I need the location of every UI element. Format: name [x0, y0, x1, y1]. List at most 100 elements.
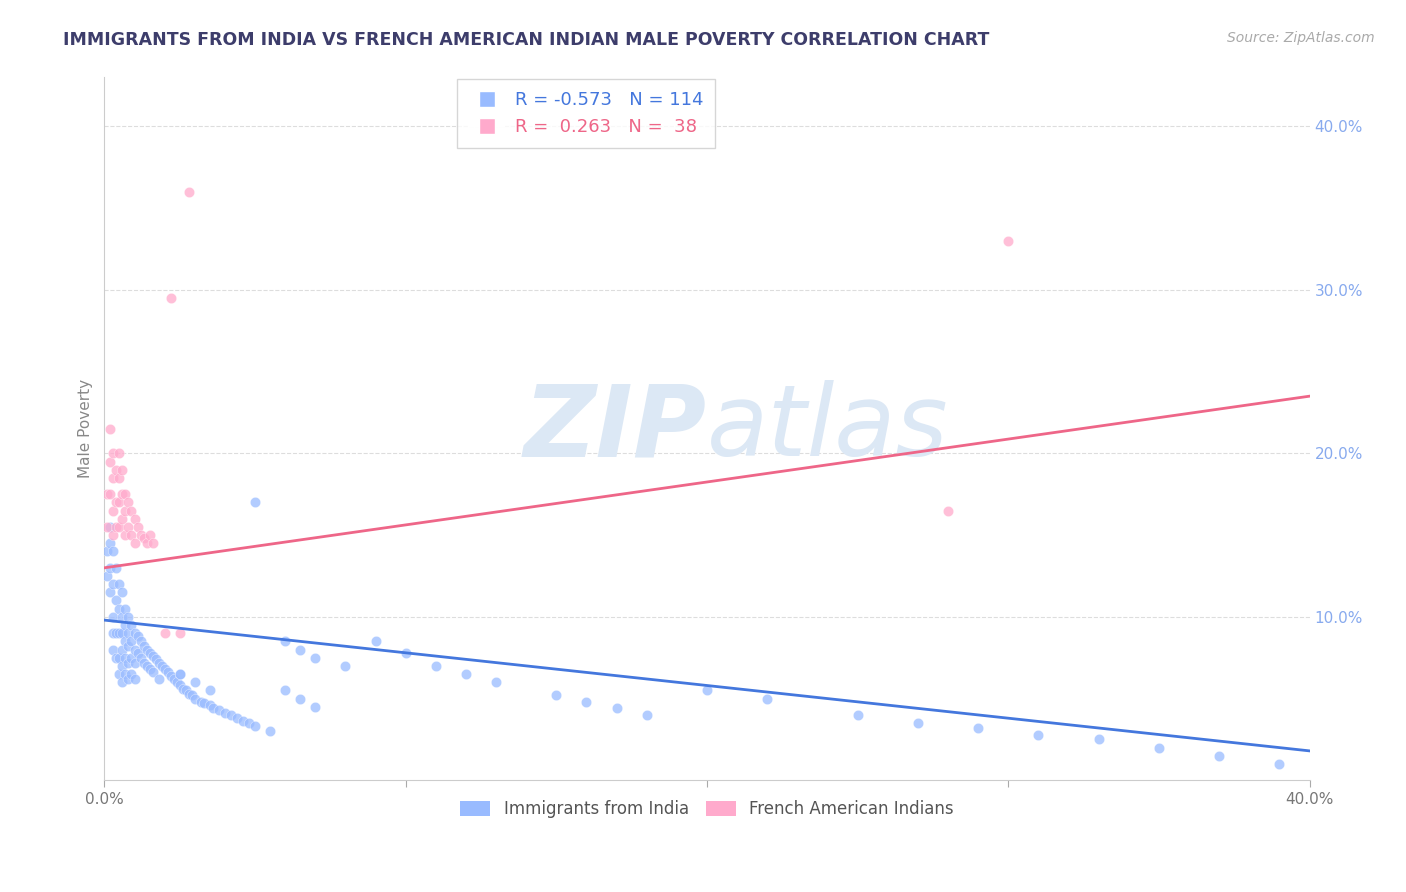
Point [114, 667, 136, 681]
Point [100, 520, 122, 534]
Point [198, 683, 221, 698]
Point [103, 544, 125, 558]
Point [169, 678, 191, 692]
Point [114, 528, 136, 542]
Point [232, 714, 254, 729]
Point [174, 683, 197, 698]
Point [243, 719, 266, 733]
Point [100, 561, 122, 575]
Text: atlas: atlas [707, 380, 949, 477]
Point [304, 650, 326, 665]
Point [124, 672, 146, 686]
Point [135, 659, 157, 673]
Point [127, 630, 149, 644]
Point [108, 446, 131, 460]
Point [575, 695, 598, 709]
Point [111, 585, 134, 599]
Point [108, 667, 131, 681]
Point [907, 716, 929, 731]
Point [169, 667, 191, 681]
Point [997, 234, 1019, 248]
Point [114, 618, 136, 632]
Point [1208, 748, 1230, 763]
Point [121, 618, 143, 632]
Point [138, 646, 160, 660]
Point [105, 593, 128, 607]
Point [100, 422, 122, 436]
Point [138, 528, 160, 542]
Point [243, 495, 266, 509]
Point [425, 659, 447, 673]
Point [117, 520, 139, 534]
Point [103, 626, 125, 640]
Point [454, 667, 477, 681]
Point [117, 656, 139, 670]
Point [153, 626, 176, 640]
Point [124, 536, 146, 550]
Point [153, 662, 176, 676]
Point [111, 487, 134, 501]
Point [96, 487, 118, 501]
Point [124, 642, 146, 657]
Point [846, 707, 869, 722]
Point [114, 601, 136, 615]
Point [190, 695, 212, 709]
Point [129, 634, 152, 648]
Point [103, 577, 125, 591]
Point [214, 706, 236, 721]
Point [111, 512, 134, 526]
Point [135, 536, 157, 550]
Point [103, 528, 125, 542]
Point [156, 665, 179, 680]
Point [142, 649, 165, 664]
Point [290, 642, 312, 657]
Point [135, 642, 157, 657]
Point [696, 683, 718, 698]
Point [238, 716, 260, 731]
Point [129, 650, 152, 665]
Point [108, 577, 131, 591]
Text: ZIP: ZIP [524, 380, 707, 477]
Point [546, 688, 568, 702]
Point [121, 528, 143, 542]
Point [145, 652, 167, 666]
Point [184, 675, 207, 690]
Point [111, 642, 134, 657]
Legend: Immigrants from India, French American Indians: Immigrants from India, French American I… [454, 793, 960, 825]
Point [148, 656, 170, 670]
Point [606, 701, 628, 715]
Point [1087, 732, 1109, 747]
Point [96, 569, 118, 583]
Point [756, 691, 779, 706]
Point [108, 495, 131, 509]
Point [103, 610, 125, 624]
Point [148, 672, 170, 686]
Point [108, 601, 131, 615]
Point [201, 701, 224, 715]
Point [274, 634, 297, 648]
Point [105, 520, 128, 534]
Point [117, 640, 139, 654]
Text: IMMIGRANTS FROM INDIA VS FRENCH AMERICAN INDIAN MALE POVERTY CORRELATION CHART: IMMIGRANTS FROM INDIA VS FRENCH AMERICAN… [63, 31, 990, 49]
Point [138, 662, 160, 676]
Point [132, 640, 155, 654]
Point [172, 681, 194, 696]
Text: Source: ZipAtlas.com: Source: ZipAtlas.com [1227, 31, 1375, 45]
Point [1268, 756, 1291, 771]
Point [103, 471, 125, 485]
Point [103, 642, 125, 657]
Point [108, 520, 131, 534]
Point [100, 454, 122, 468]
Point [219, 707, 242, 722]
Point [103, 446, 125, 460]
Point [967, 721, 990, 735]
Point [177, 185, 200, 199]
Point [100, 585, 122, 599]
Point [105, 650, 128, 665]
Point [132, 656, 155, 670]
Point [142, 665, 165, 680]
Point [936, 503, 959, 517]
Point [198, 698, 221, 712]
Point [226, 711, 249, 725]
Point [259, 724, 281, 739]
